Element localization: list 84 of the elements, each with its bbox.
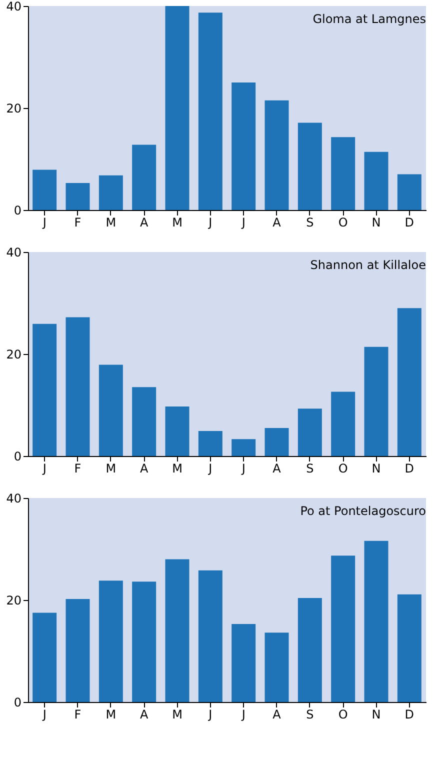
- x-tick-label: F: [74, 462, 82, 476]
- bar: [98, 175, 123, 210]
- bar: [331, 392, 356, 456]
- x-tick-label: M: [106, 216, 116, 230]
- text: Po at Pontelagoscuro: [300, 504, 426, 518]
- x-tick-label: N: [372, 708, 381, 722]
- y-tick-label: 20: [6, 102, 22, 116]
- x-tick-label: O: [338, 462, 348, 476]
- x-tick-label: D: [404, 708, 414, 722]
- x-tick-label: A: [140, 216, 149, 230]
- x-tick-label: J: [42, 462, 46, 476]
- bar: [66, 317, 90, 456]
- y-tick-label: 20: [6, 594, 22, 608]
- x-tick-label: F: [74, 216, 82, 230]
- bar: [32, 170, 57, 210]
- bar: [198, 570, 222, 702]
- bar: [397, 308, 422, 456]
- bar: [198, 431, 222, 456]
- text: Shannon at Killaloe: [310, 258, 426, 272]
- x-tick-label: N: [372, 216, 381, 230]
- bar: [98, 580, 123, 702]
- bar: [364, 540, 388, 702]
- x-tick-label: M: [106, 462, 116, 476]
- bar: [232, 624, 256, 702]
- bar: [298, 598, 322, 702]
- x-tick-label: J: [208, 462, 212, 476]
- y-tick-label: 0: [14, 204, 22, 218]
- x-tick-label: O: [338, 708, 348, 722]
- text: Gloma at Lamgnes: [312, 12, 426, 26]
- bar: [264, 632, 289, 702]
- x-tick-label: A: [140, 462, 149, 476]
- y-tick-label: 40: [6, 246, 22, 260]
- bar: [165, 406, 190, 456]
- bar: [298, 122, 322, 210]
- bar: [32, 612, 57, 702]
- x-tick-label: A: [272, 462, 282, 476]
- bar: [132, 387, 156, 456]
- x-tick-label: J: [42, 216, 46, 230]
- x-tick-label: S: [306, 216, 314, 230]
- x-tick-label: O: [338, 216, 348, 230]
- y-tick-label: 20: [6, 348, 22, 362]
- bar: [66, 598, 90, 702]
- x-tick-label: J: [240, 462, 246, 476]
- bar: [298, 408, 322, 456]
- x-tick-label: A: [272, 216, 282, 230]
- x-tick-label: A: [272, 708, 282, 722]
- bar: [66, 182, 90, 210]
- x-tick-label: J: [208, 216, 212, 230]
- x-tick-label: J: [42, 708, 46, 722]
- bar: [264, 100, 289, 210]
- x-tick-label: M: [172, 708, 182, 722]
- x-tick-label: J: [240, 216, 246, 230]
- bar: [165, 6, 190, 210]
- x-tick-label: F: [74, 708, 82, 722]
- x-tick-label: M: [106, 708, 116, 722]
- bar: [364, 346, 388, 456]
- x-tick-label: J: [240, 708, 246, 722]
- bar: [132, 582, 156, 702]
- bar: [397, 174, 422, 210]
- bar: [165, 559, 190, 702]
- y-tick-label: 40: [6, 0, 22, 14]
- y-tick-label: 0: [14, 450, 22, 464]
- x-tick-label: D: [404, 216, 414, 230]
- x-tick-label: M: [172, 462, 182, 476]
- x-tick-label: M: [172, 216, 182, 230]
- bar: [98, 364, 123, 456]
- x-tick-label: S: [306, 462, 314, 476]
- bar: [364, 152, 388, 210]
- bar: [232, 82, 256, 210]
- bar: [397, 594, 422, 702]
- bar: [331, 556, 356, 702]
- bar: [232, 439, 256, 456]
- x-tick-label: A: [140, 708, 149, 722]
- bar: [264, 428, 289, 456]
- bar: [32, 324, 57, 456]
- x-tick-label: S: [306, 708, 314, 722]
- x-tick-label: D: [404, 462, 414, 476]
- y-tick-label: 40: [6, 492, 22, 506]
- bar: [198, 12, 222, 210]
- bar: [132, 144, 156, 210]
- bar: [331, 137, 356, 210]
- x-tick-label: N: [372, 462, 381, 476]
- x-tick-label: J: [208, 708, 212, 722]
- y-tick-label: 0: [14, 696, 22, 710]
